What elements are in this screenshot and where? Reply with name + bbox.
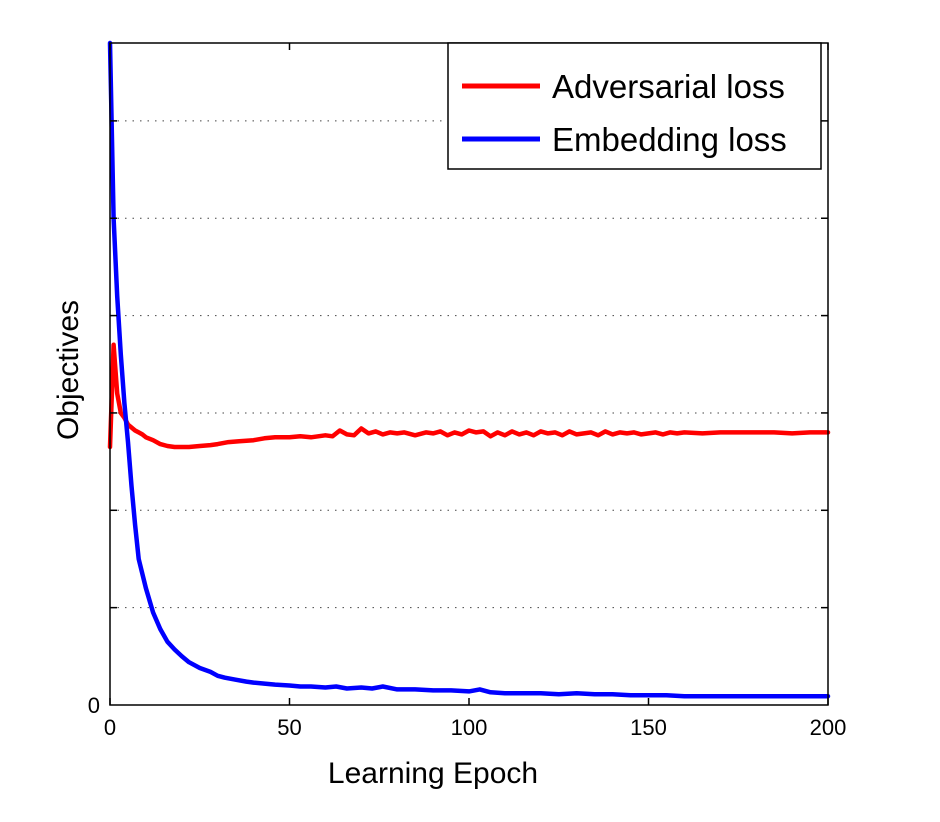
x-tick-label: 200	[810, 715, 847, 740]
legend-label-adversarial-loss: Adversarial loss	[552, 68, 785, 105]
x-tick-label: 150	[630, 715, 667, 740]
x-axis-title: Learning Epoch	[328, 757, 538, 790]
legend-label-embedding-loss: Embedding loss	[552, 121, 787, 158]
x-tick-label: 100	[451, 715, 488, 740]
series-lines	[107, 40, 831, 699]
legend: Adversarial loss Embedding loss	[447, 42, 822, 170]
x-tick-label: 0	[104, 715, 116, 740]
y-tick-label: 0	[88, 693, 100, 718]
y-axis-title: Objectives	[52, 300, 85, 440]
x-tick-label: 50	[277, 715, 301, 740]
series-line-embedding-loss	[107, 40, 831, 699]
axis-ticks: 00 50 100 150 200	[88, 43, 847, 740]
series-line-adversarial-loss	[107, 342, 831, 450]
grid-lines	[110, 120, 828, 609]
legend-box	[447, 42, 822, 170]
